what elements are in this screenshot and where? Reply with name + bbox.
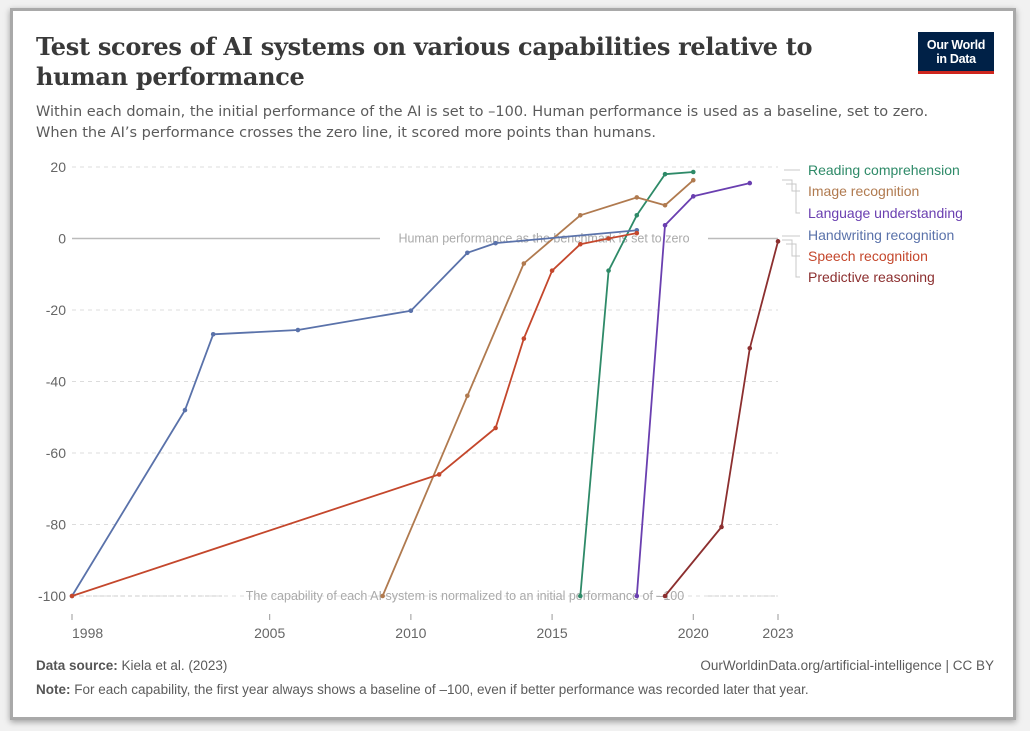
data-point-handwriting-recognition: [210, 332, 216, 337]
legend-label: Image recognition: [808, 183, 919, 199]
logo-line-1: Our World: [926, 38, 986, 52]
legend-item[interactable]: Handwriting recognition: [808, 227, 954, 243]
legend-item[interactable]: Speech recognition: [808, 248, 928, 264]
data-point-language-understanding: [634, 593, 640, 599]
legend-connector: [786, 243, 800, 278]
data-point-language-understanding: [747, 180, 753, 186]
legend-connector: [786, 183, 800, 214]
y-axis: 20 0 -20 -40 -60 -80 -100: [38, 159, 66, 604]
x-tick-label: 2020: [678, 625, 709, 641]
y-tick-label: 20: [50, 159, 66, 175]
gridlines: [72, 166, 778, 597]
x-axis: 1998 2005 2010 2015 2020 2023: [71, 614, 794, 641]
chart-subtitle: Within each domain, the initial performa…: [36, 102, 996, 144]
y-tick-label: 0: [58, 231, 66, 247]
subtitle-line-1: Within each domain, the initial performa…: [36, 104, 929, 120]
x-tick-label: 2015: [537, 625, 568, 641]
y-tick-label: -100: [38, 588, 66, 604]
source-url-link[interactable]: OurWorldinData.org/artificial-intelligen…: [700, 658, 994, 673]
data-point-language-understanding: [690, 194, 696, 199]
data-source-value[interactable]: Kiela et al. (2023): [121, 658, 228, 673]
x-tick-label: 2010: [395, 625, 426, 641]
data-point-language-understanding: [662, 222, 668, 228]
data-point-speech-recognition: [69, 593, 75, 599]
logo-line-2: in Data: [936, 52, 976, 66]
data-source-label: Data source:: [36, 658, 118, 673]
data-point-predictive-reasoning: [775, 239, 781, 244]
data-source: Data source: Kiela et al. (2023): [36, 658, 227, 673]
legend-label: Language understanding: [808, 205, 963, 221]
legend-label: Handwriting recognition: [808, 227, 954, 243]
legend-item[interactable]: Reading comprehension: [808, 162, 960, 178]
y-tick-label: -80: [46, 517, 66, 533]
data-point-predictive-reasoning: [747, 345, 753, 351]
legend-label: Reading comprehension: [808, 162, 960, 178]
series-line-predictive-reasoning: [664, 241, 779, 597]
data-point-reading-comprehension: [634, 212, 640, 218]
data-point-speech-recognition: [493, 425, 498, 431]
data-point-image-recognition: [662, 202, 668, 208]
x-tick-label: 1998: [72, 625, 103, 641]
data-point-image-recognition: [465, 393, 470, 399]
legend-connector: [782, 239, 800, 257]
series-lines: [69, 169, 781, 599]
data-point-reading-comprehension: [578, 593, 583, 599]
data-point-speech-recognition: [436, 472, 442, 477]
y-tick-label: -60: [46, 445, 66, 461]
legend-item[interactable]: Image recognition: [808, 183, 919, 199]
subtitle-line-2: When the AI’s performance crosses the ze…: [36, 125, 656, 141]
annotation-normalized-baseline: The capability of each AI system is norm…: [246, 589, 684, 603]
data-point-image-recognition: [690, 177, 696, 183]
data-point-speech-recognition: [606, 236, 611, 241]
data-point-reading-comprehension: [662, 171, 668, 177]
chart-frame: [10, 8, 1016, 720]
y-tick-label: -20: [46, 302, 66, 318]
x-tick-label: 2005: [254, 625, 285, 641]
owid-logo[interactable]: Our World in Data: [918, 32, 994, 74]
legend-label: Speech recognition: [808, 248, 928, 264]
data-point-reading-comprehension: [606, 268, 611, 273]
series-line-language-understanding: [635, 182, 751, 597]
legend-connector: [782, 179, 800, 192]
legend-item[interactable]: Predictive reasoning: [808, 269, 935, 285]
annotations: Human performance as the benchmark is se…: [72, 232, 778, 603]
y-tick-label: -40: [46, 374, 66, 390]
footnote: Note: For each capability, the first yea…: [36, 682, 809, 697]
data-point-predictive-reasoning: [662, 593, 668, 599]
legend: Reading comprehension Image recognition La…: [782, 162, 963, 285]
series-line-handwriting-recognition: [71, 229, 637, 597]
data-point-handwriting-recognition: [295, 327, 301, 333]
data-point-image-recognition: [521, 261, 527, 266]
data-point-handwriting-recognition: [465, 250, 470, 256]
data-point-speech-recognition: [549, 268, 555, 273]
chart-title: Test scores of AI systems on various cap…: [36, 32, 813, 91]
legend-label: Predictive reasoning: [808, 269, 935, 285]
x-tick-label: 2023: [762, 625, 793, 641]
data-point-speech-recognition: [634, 230, 640, 236]
data-point-handwriting-recognition: [182, 407, 188, 413]
legend-item[interactable]: Language understanding: [808, 205, 963, 221]
data-point-speech-recognition: [521, 336, 527, 341]
data-point-image-recognition: [380, 593, 385, 599]
note-value: For each capability, the first year alwa…: [74, 682, 809, 697]
data-point-image-recognition: [578, 212, 583, 218]
data-point-reading-comprehension: [690, 169, 696, 175]
note-label: Note:: [36, 682, 71, 697]
data-point-speech-recognition: [578, 241, 583, 247]
data-point-predictive-reasoning: [719, 524, 724, 530]
data-point-image-recognition: [634, 195, 640, 200]
series-line-speech-recognition: [71, 232, 637, 597]
data-point-handwriting-recognition: [493, 240, 498, 246]
data-point-handwriting-recognition: [408, 308, 414, 314]
